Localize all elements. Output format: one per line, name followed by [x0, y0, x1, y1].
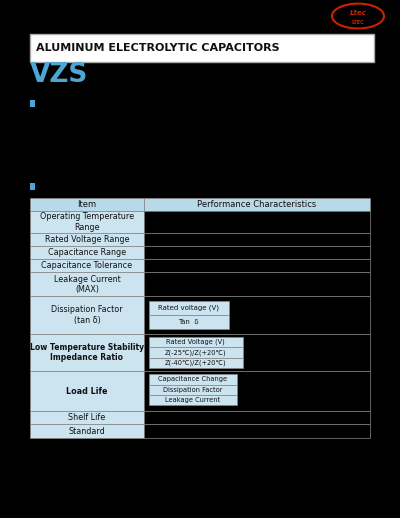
Text: Capacitance Tolerance: Capacitance Tolerance	[42, 261, 132, 270]
Text: Leakage Current
(MAX): Leakage Current (MAX)	[54, 275, 120, 294]
Text: ALUMINUM ELECTROLYTIC CAPACITORS: ALUMINUM ELECTROLYTIC CAPACITORS	[36, 43, 280, 53]
Text: Dissipation Factor
(tan δ): Dissipation Factor (tan δ)	[51, 306, 123, 325]
Text: Dissipation Factor: Dissipation Factor	[163, 387, 222, 393]
Bar	[144, 233, 370, 246]
Bar	[149, 301, 229, 315]
Bar	[30, 334, 144, 371]
Bar	[30, 198, 144, 211]
Bar	[149, 347, 243, 357]
Text: Z(-25℃)/Z(+20℃): Z(-25℃)/Z(+20℃)	[165, 349, 227, 356]
Bar	[149, 337, 243, 347]
Text: Rated Voltage Range: Rated Voltage Range	[45, 235, 129, 243]
Bar	[144, 198, 370, 211]
Bar	[144, 424, 370, 438]
Bar	[149, 385, 237, 395]
Text: Load Life: Load Life	[66, 386, 108, 396]
Text: LTEC: LTEC	[352, 20, 364, 25]
Text: Performance Characteristics: Performance Characteristics	[197, 200, 317, 209]
Bar	[30, 272, 144, 296]
Bar	[30, 246, 144, 259]
Text: Tan  δ: Tan δ	[178, 319, 199, 325]
Bar	[149, 375, 237, 385]
Bar	[144, 296, 370, 334]
Bar	[144, 259, 370, 272]
Text: Rated Voltage (V): Rated Voltage (V)	[166, 339, 225, 345]
Bar	[30, 424, 144, 438]
Text: VZS: VZS	[30, 62, 88, 88]
Bar	[144, 411, 370, 424]
Text: Capacitance Range: Capacitance Range	[48, 248, 126, 257]
Bar	[30, 233, 144, 246]
Bar	[144, 371, 370, 411]
Bar	[30, 411, 144, 424]
Bar	[30, 183, 35, 190]
Text: Item: Item	[78, 200, 96, 209]
Bar	[30, 34, 374, 62]
Bar	[144, 334, 370, 371]
Text: Ltec: Ltec	[350, 10, 366, 16]
Text: Capacitance Change: Capacitance Change	[158, 377, 227, 382]
Text: Rated voltage (V): Rated voltage (V)	[158, 305, 219, 311]
Text: Operating Temperature
Range: Operating Temperature Range	[40, 212, 134, 232]
Bar	[30, 100, 35, 107]
Bar	[149, 357, 243, 368]
Bar	[144, 246, 370, 259]
Bar	[30, 211, 144, 233]
Bar	[30, 259, 144, 272]
Text: Z(-40℃)/Z(+20℃): Z(-40℃)/Z(+20℃)	[165, 359, 227, 366]
Text: Standard: Standard	[69, 426, 105, 436]
Bar	[149, 315, 229, 328]
Text: Leakage Current: Leakage Current	[165, 397, 220, 404]
Bar	[149, 395, 237, 406]
Text: Shelf Life: Shelf Life	[68, 413, 106, 422]
Text: Low Temperature Stability
Impedance Ratio: Low Temperature Stability Impedance Rati…	[30, 343, 144, 362]
Bar	[144, 211, 370, 233]
Bar	[30, 371, 144, 411]
Bar	[144, 272, 370, 296]
Bar	[30, 296, 144, 334]
